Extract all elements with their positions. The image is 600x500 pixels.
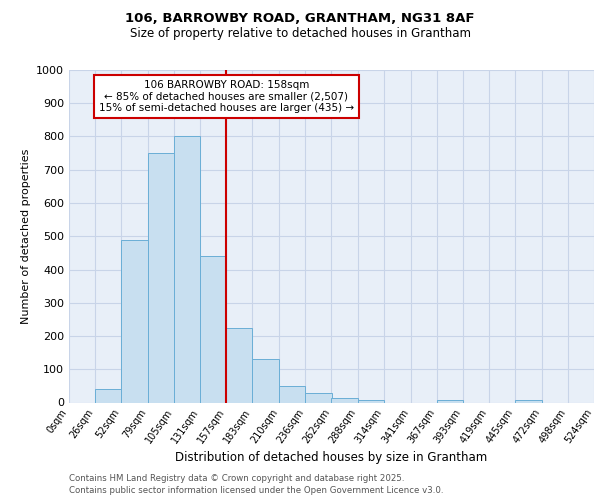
X-axis label: Distribution of detached houses by size in Grantham: Distribution of detached houses by size …	[175, 451, 488, 464]
Bar	[95, 389, 121, 402]
Bar	[121, 240, 148, 402]
Bar	[305, 393, 331, 402]
Text: 106 BARROWBY ROAD: 158sqm
← 85% of detached houses are smaller (2,507)
15% of se: 106 BARROWBY ROAD: 158sqm ← 85% of detac…	[99, 80, 354, 113]
Bar	[226, 328, 253, 402]
Text: Contains HM Land Registry data © Crown copyright and database right 2025.: Contains HM Land Registry data © Crown c…	[69, 474, 404, 483]
Bar	[280, 386, 305, 402]
Text: Size of property relative to detached houses in Grantham: Size of property relative to detached ho…	[130, 28, 470, 40]
Bar	[515, 400, 542, 402]
Text: 106, BARROWBY ROAD, GRANTHAM, NG31 8AF: 106, BARROWBY ROAD, GRANTHAM, NG31 8AF	[125, 12, 475, 26]
Bar	[174, 136, 200, 402]
Bar	[200, 256, 226, 402]
Text: Contains public sector information licensed under the Open Government Licence v3: Contains public sector information licen…	[69, 486, 443, 495]
Bar	[253, 360, 280, 403]
Bar	[148, 153, 174, 402]
Bar	[331, 398, 358, 402]
Bar	[437, 400, 463, 402]
Bar	[358, 400, 383, 402]
Y-axis label: Number of detached properties: Number of detached properties	[20, 148, 31, 324]
